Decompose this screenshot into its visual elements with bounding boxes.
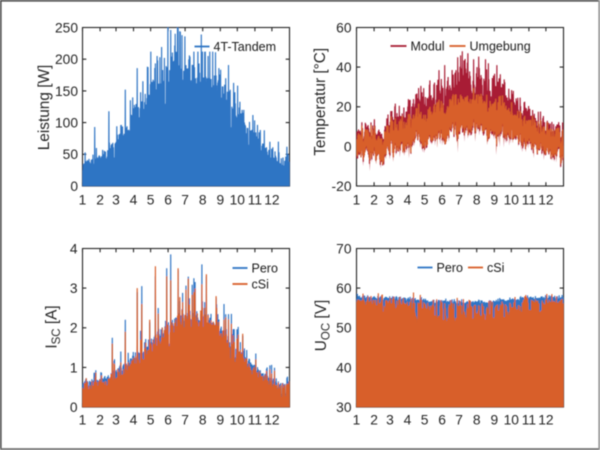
svg-text:50: 50 [336,321,352,336]
svg-text:Temperatur [°C]: Temperatur [°C] [312,48,329,156]
svg-text:Leistung [W]: Leistung [W] [36,65,53,151]
svg-text:9: 9 [490,192,498,207]
svg-text:0: 0 [70,179,78,194]
svg-text:5: 5 [421,413,429,428]
svg-text:12: 12 [538,192,553,207]
svg-text:1: 1 [79,192,87,207]
svg-text:200: 200 [55,52,78,67]
svg-text:10: 10 [504,192,520,207]
svg-text:7: 7 [455,192,463,207]
svg-text:Modul: Modul [411,40,445,54]
svg-text:9: 9 [216,413,224,428]
svg-text:30: 30 [336,400,352,415]
svg-text:2: 2 [96,413,104,428]
svg-text:Pero: Pero [437,261,463,275]
svg-text:60: 60 [336,281,352,296]
svg-text:9: 9 [216,192,224,207]
svg-text:8: 8 [199,413,207,428]
svg-text:10: 10 [230,413,246,428]
svg-text:2: 2 [96,192,104,207]
svg-text:10: 10 [230,192,246,207]
svg-text:1: 1 [353,192,361,207]
svg-text:4: 4 [404,192,412,207]
svg-text:150: 150 [55,84,78,99]
svg-text:5: 5 [147,413,155,428]
svg-text:2: 2 [70,321,78,336]
svg-text:cSi: cSi [252,278,269,292]
svg-text:12: 12 [264,413,279,428]
svg-text:10: 10 [504,413,520,428]
svg-text:2: 2 [370,413,378,428]
svg-text:1: 1 [79,413,87,428]
svg-text:8: 8 [473,413,481,428]
svg-text:2: 2 [370,192,378,207]
svg-text:4: 4 [70,241,78,256]
svg-text:3: 3 [386,413,394,428]
svg-text:1: 1 [70,360,78,375]
svg-text:6: 6 [438,413,446,428]
svg-text:3: 3 [112,413,120,428]
svg-text:20: 20 [336,100,352,115]
svg-text:6: 6 [164,192,172,207]
svg-text:7: 7 [181,413,189,428]
svg-text:6: 6 [438,192,446,207]
svg-text:9: 9 [490,413,498,428]
svg-text:4: 4 [404,413,412,428]
svg-text:50: 50 [63,147,79,162]
svg-text:6: 6 [164,413,172,428]
svg-text:Umgebung: Umgebung [470,40,531,54]
svg-text:-20: -20 [332,179,352,194]
svg-text:0: 0 [70,400,78,415]
svg-text:40: 40 [336,60,352,75]
svg-text:1: 1 [353,413,361,428]
svg-text:5: 5 [147,192,155,207]
svg-text:60: 60 [336,20,352,35]
svg-text:7: 7 [181,192,189,207]
svg-text:Pero: Pero [252,262,278,276]
svg-text:3: 3 [386,192,394,207]
svg-text:11: 11 [522,413,536,428]
svg-text:3: 3 [112,192,120,207]
svg-text:7: 7 [455,413,463,428]
svg-text:4: 4 [130,413,138,428]
svg-text:3: 3 [70,281,78,296]
svg-text:4T-Tandem: 4T-Tandem [214,40,277,54]
svg-text:8: 8 [199,192,207,207]
svg-text:8: 8 [473,192,481,207]
svg-text:12: 12 [264,192,279,207]
svg-text:11: 11 [522,192,536,207]
svg-text:4: 4 [130,192,138,207]
svg-text:40: 40 [336,360,352,375]
svg-text:100: 100 [55,116,78,131]
svg-text:0: 0 [344,139,352,154]
svg-text:cSi: cSi [487,261,504,275]
svg-text:70: 70 [336,241,352,256]
svg-text:12: 12 [538,413,553,428]
svg-text:11: 11 [248,192,262,207]
svg-text:250: 250 [55,20,78,35]
svg-text:5: 5 [421,192,429,207]
svg-text:11: 11 [248,413,262,428]
